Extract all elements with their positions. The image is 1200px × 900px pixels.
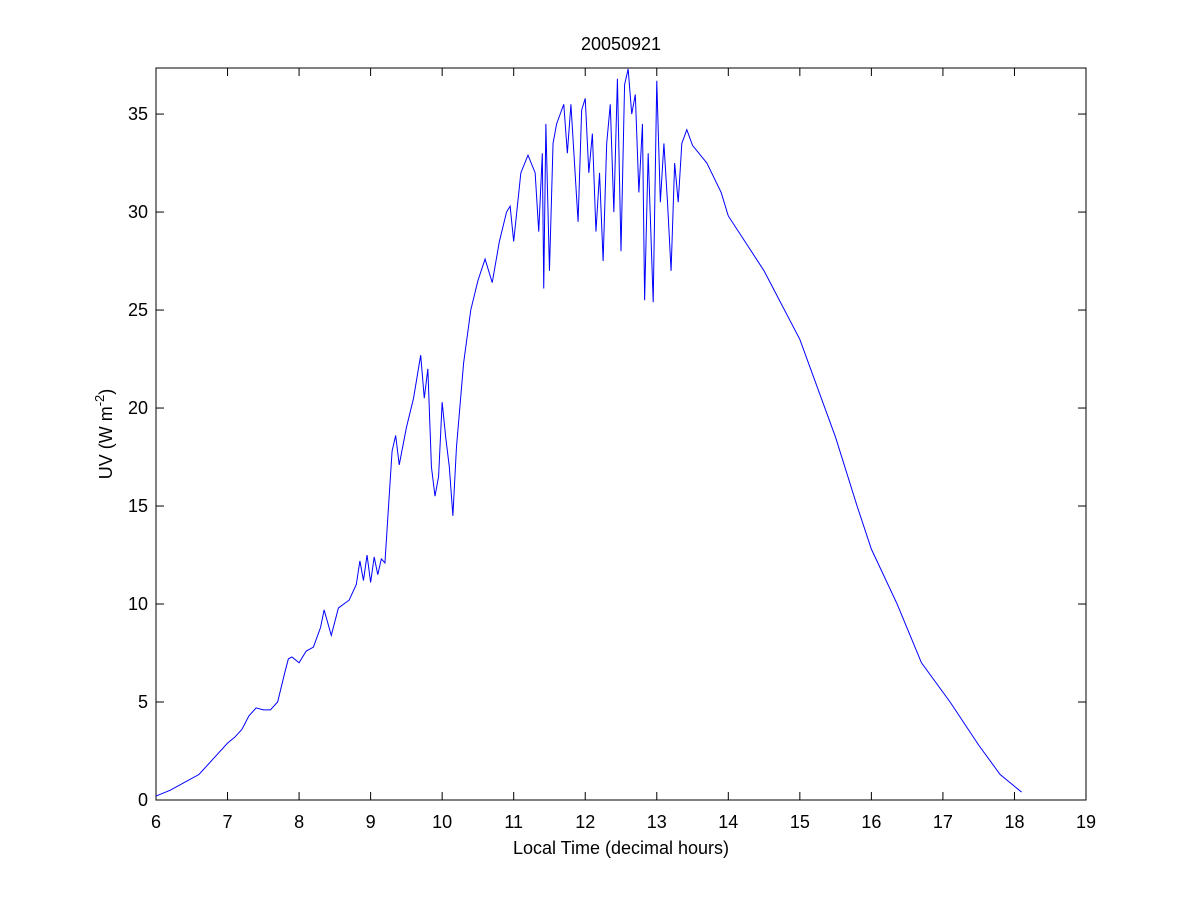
y-label-text: UV (W m — [96, 406, 116, 479]
y-tick-label: 30 — [128, 202, 148, 222]
x-tick-label: 18 — [1004, 812, 1024, 832]
x-tick-label: 13 — [647, 812, 667, 832]
x-tick-label: 12 — [575, 812, 595, 832]
x-tick-label: 9 — [366, 812, 376, 832]
y-label-close: ) — [96, 389, 116, 395]
x-tick-label: 6 — [151, 812, 161, 832]
x-tick-label: 15 — [790, 812, 810, 832]
y-tick-label: 0 — [138, 790, 148, 810]
y-tick-label: 10 — [128, 594, 148, 614]
x-tick-label: 16 — [861, 812, 881, 832]
x-axis-label: Local Time (decimal hours) — [513, 838, 729, 858]
y-tick-label: 15 — [128, 496, 148, 516]
y-tick-label: 5 — [138, 692, 148, 712]
y-label-superscript: -2 — [92, 395, 107, 407]
x-tick-label: 11 — [504, 812, 523, 832]
y-tick-label: 20 — [128, 398, 148, 418]
y-tick-label: 35 — [128, 104, 148, 124]
x-tick-label: 10 — [432, 812, 452, 832]
data-line — [155, 68, 1022, 797]
x-tick-label: 19 — [1076, 812, 1096, 832]
y-axis-label: UV (W m-2) — [92, 389, 116, 480]
chart-title: 20050921 — [581, 34, 661, 54]
plot-area — [155, 67, 1087, 801]
y-tick-label: 25 — [128, 300, 148, 320]
x-tick-label: 17 — [933, 812, 953, 832]
x-tick-label: 8 — [294, 812, 304, 832]
x-tick-label: 14 — [718, 812, 738, 832]
x-tick-label: 7 — [223, 812, 233, 832]
